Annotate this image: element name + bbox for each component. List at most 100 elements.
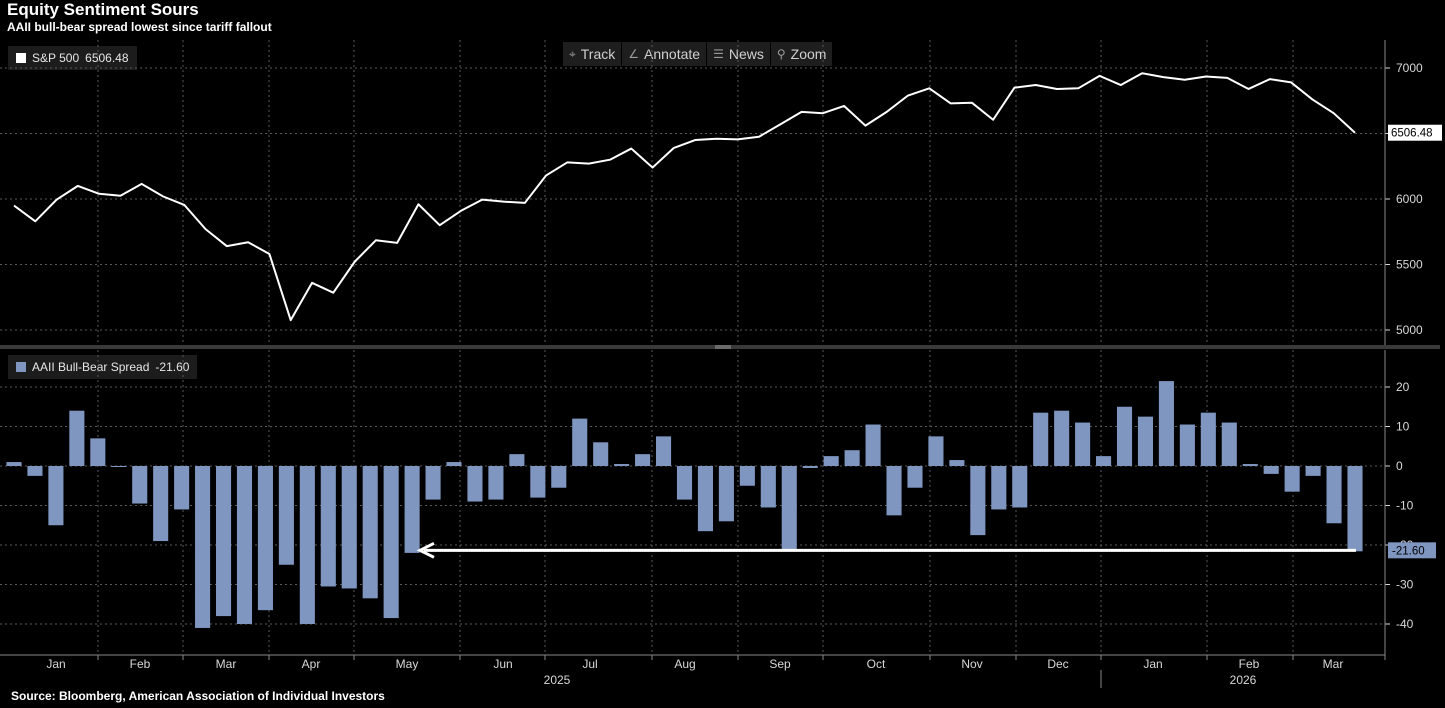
spread-bar: [236, 466, 253, 624]
spread-bar: [195, 466, 211, 628]
spread-bar: [467, 466, 483, 502]
spread-bar: [215, 466, 232, 617]
panel-divider-handle: [715, 345, 731, 349]
x-month-label: Jul: [582, 657, 597, 671]
spread-bar: [320, 466, 336, 587]
x-year-label: 2025: [544, 673, 571, 687]
x-month-label: Oct: [867, 657, 886, 671]
crosshair-icon: ⌖: [569, 46, 576, 61]
zoom-icon: ⚲: [776, 47, 786, 61]
legend-value-spread: -21.60: [155, 360, 190, 374]
legend-swatch-spread: [16, 362, 26, 372]
spread-bar: [404, 466, 420, 553]
spread-last-tag-label: -21.60: [1392, 545, 1425, 557]
sp500-line: [13, 72, 1356, 322]
sp500-legend[interactable]: S&P 500 6506.48: [8, 46, 137, 70]
spread-bar: [949, 460, 965, 466]
spread-bar: [739, 466, 755, 486]
ytick-label-top: 6000: [1396, 192, 1423, 206]
spread-bar: [823, 456, 839, 466]
x-month-label: Aug: [674, 657, 695, 671]
ytick-label-bottom: -30: [1396, 578, 1414, 592]
spread-bar: [1179, 424, 1195, 466]
track-button[interactable]: ⌖ Track: [563, 42, 623, 66]
spread-bar: [257, 466, 273, 611]
spread-bar: [970, 466, 986, 536]
spread-bar: [676, 466, 693, 500]
spread-bar: [174, 466, 190, 510]
x-month-label: Sep: [769, 657, 791, 671]
spread-bar: [488, 466, 504, 500]
spread-bar: [572, 418, 588, 466]
spread-bar: [341, 466, 357, 589]
spread-bar: [1116, 406, 1133, 466]
spread-bar: [1137, 416, 1154, 466]
legend-name-sp500: S&P 500: [32, 51, 80, 65]
source-note: Source: Bloomberg, American Association …: [11, 689, 385, 703]
spread-bar: [697, 466, 713, 532]
legend-value-sp500: 6506.48: [85, 51, 129, 65]
spread-bar: [865, 424, 881, 466]
annotate-label: Annotate: [644, 46, 701, 62]
spread-bar: [1033, 412, 1049, 466]
spread-bar: [6, 462, 22, 466]
spread-bar: [425, 466, 441, 500]
spread-bar: [614, 464, 630, 466]
pencil-icon: ∠: [628, 47, 640, 61]
sp500-last-tag: [1388, 124, 1442, 141]
spread-bar: [991, 466, 1007, 510]
ytick-label-bottom: -10: [1396, 499, 1414, 513]
spread-bar: [928, 436, 944, 466]
spread-bar: [802, 466, 818, 468]
spread-bar: [111, 466, 127, 467]
spread-bar: [362, 466, 378, 599]
annotation-arrow-head: [416, 541, 435, 559]
legend-name-spread: AAII Bull-Bear Spread: [32, 360, 150, 374]
spread-bar: [1158, 381, 1174, 466]
chart-subtitle: AAII bull-bear spread lowest since tarif…: [7, 20, 272, 34]
chart-toolbar: ⌖ Track ∠ Annotate ☰ News ⚲ Zoom: [563, 42, 834, 66]
spread-bar: [1326, 466, 1342, 524]
ytick-label-bottom: -40: [1396, 617, 1414, 631]
spread-bar: [299, 466, 315, 624]
x-month-label: Mar: [1323, 657, 1344, 671]
spread-bar: [1347, 466, 1363, 552]
sp500-last-tag-label: 6506.48: [1391, 128, 1433, 140]
spread-legend[interactable]: AAII Bull-Bear Spread -21.60: [8, 355, 198, 379]
annotate-button[interactable]: ∠ Annotate: [622, 42, 708, 66]
spread-bar: [509, 454, 525, 466]
spread-bar: [27, 466, 43, 476]
ytick-label-bottom: 10: [1396, 420, 1410, 434]
spread-bar: [760, 466, 776, 508]
spread-bar: [1242, 464, 1258, 466]
spread-bar: [278, 466, 294, 565]
x-month-label: Jun: [493, 657, 512, 671]
spread-bar: [656, 436, 672, 466]
ytick-label-top: 5000: [1396, 323, 1423, 337]
spread-bar: [446, 462, 462, 466]
x-month-label: Jan: [46, 657, 65, 671]
x-month-label: Jan: [1143, 657, 1162, 671]
spread-bar: [1075, 422, 1091, 466]
spread-bar: [1200, 412, 1216, 466]
ytick-label-bottom: 20: [1396, 380, 1410, 394]
legend-swatch-sp500: [16, 53, 26, 63]
spread-bar: [1012, 466, 1028, 508]
spread-bar: [90, 438, 106, 466]
track-label: Track: [580, 46, 616, 62]
x-year-label: 2026: [1230, 673, 1257, 687]
spread-bar: [551, 466, 567, 488]
x-month-label: Feb: [130, 657, 151, 671]
spread-bar: [132, 466, 148, 504]
x-month-label: Apr: [302, 657, 321, 671]
spread-bar: [1096, 456, 1112, 466]
zoom-label: Zoom: [790, 46, 827, 62]
spread-bar: [886, 466, 902, 516]
x-month-label: Feb: [1239, 657, 1260, 671]
spread-bar: [907, 466, 923, 488]
spread-bar: [1221, 422, 1237, 466]
ytick-label-top: 7000: [1396, 61, 1423, 75]
ytick-label-bottom: 0: [1396, 459, 1403, 473]
ytick-label-top: 5500: [1396, 258, 1423, 272]
